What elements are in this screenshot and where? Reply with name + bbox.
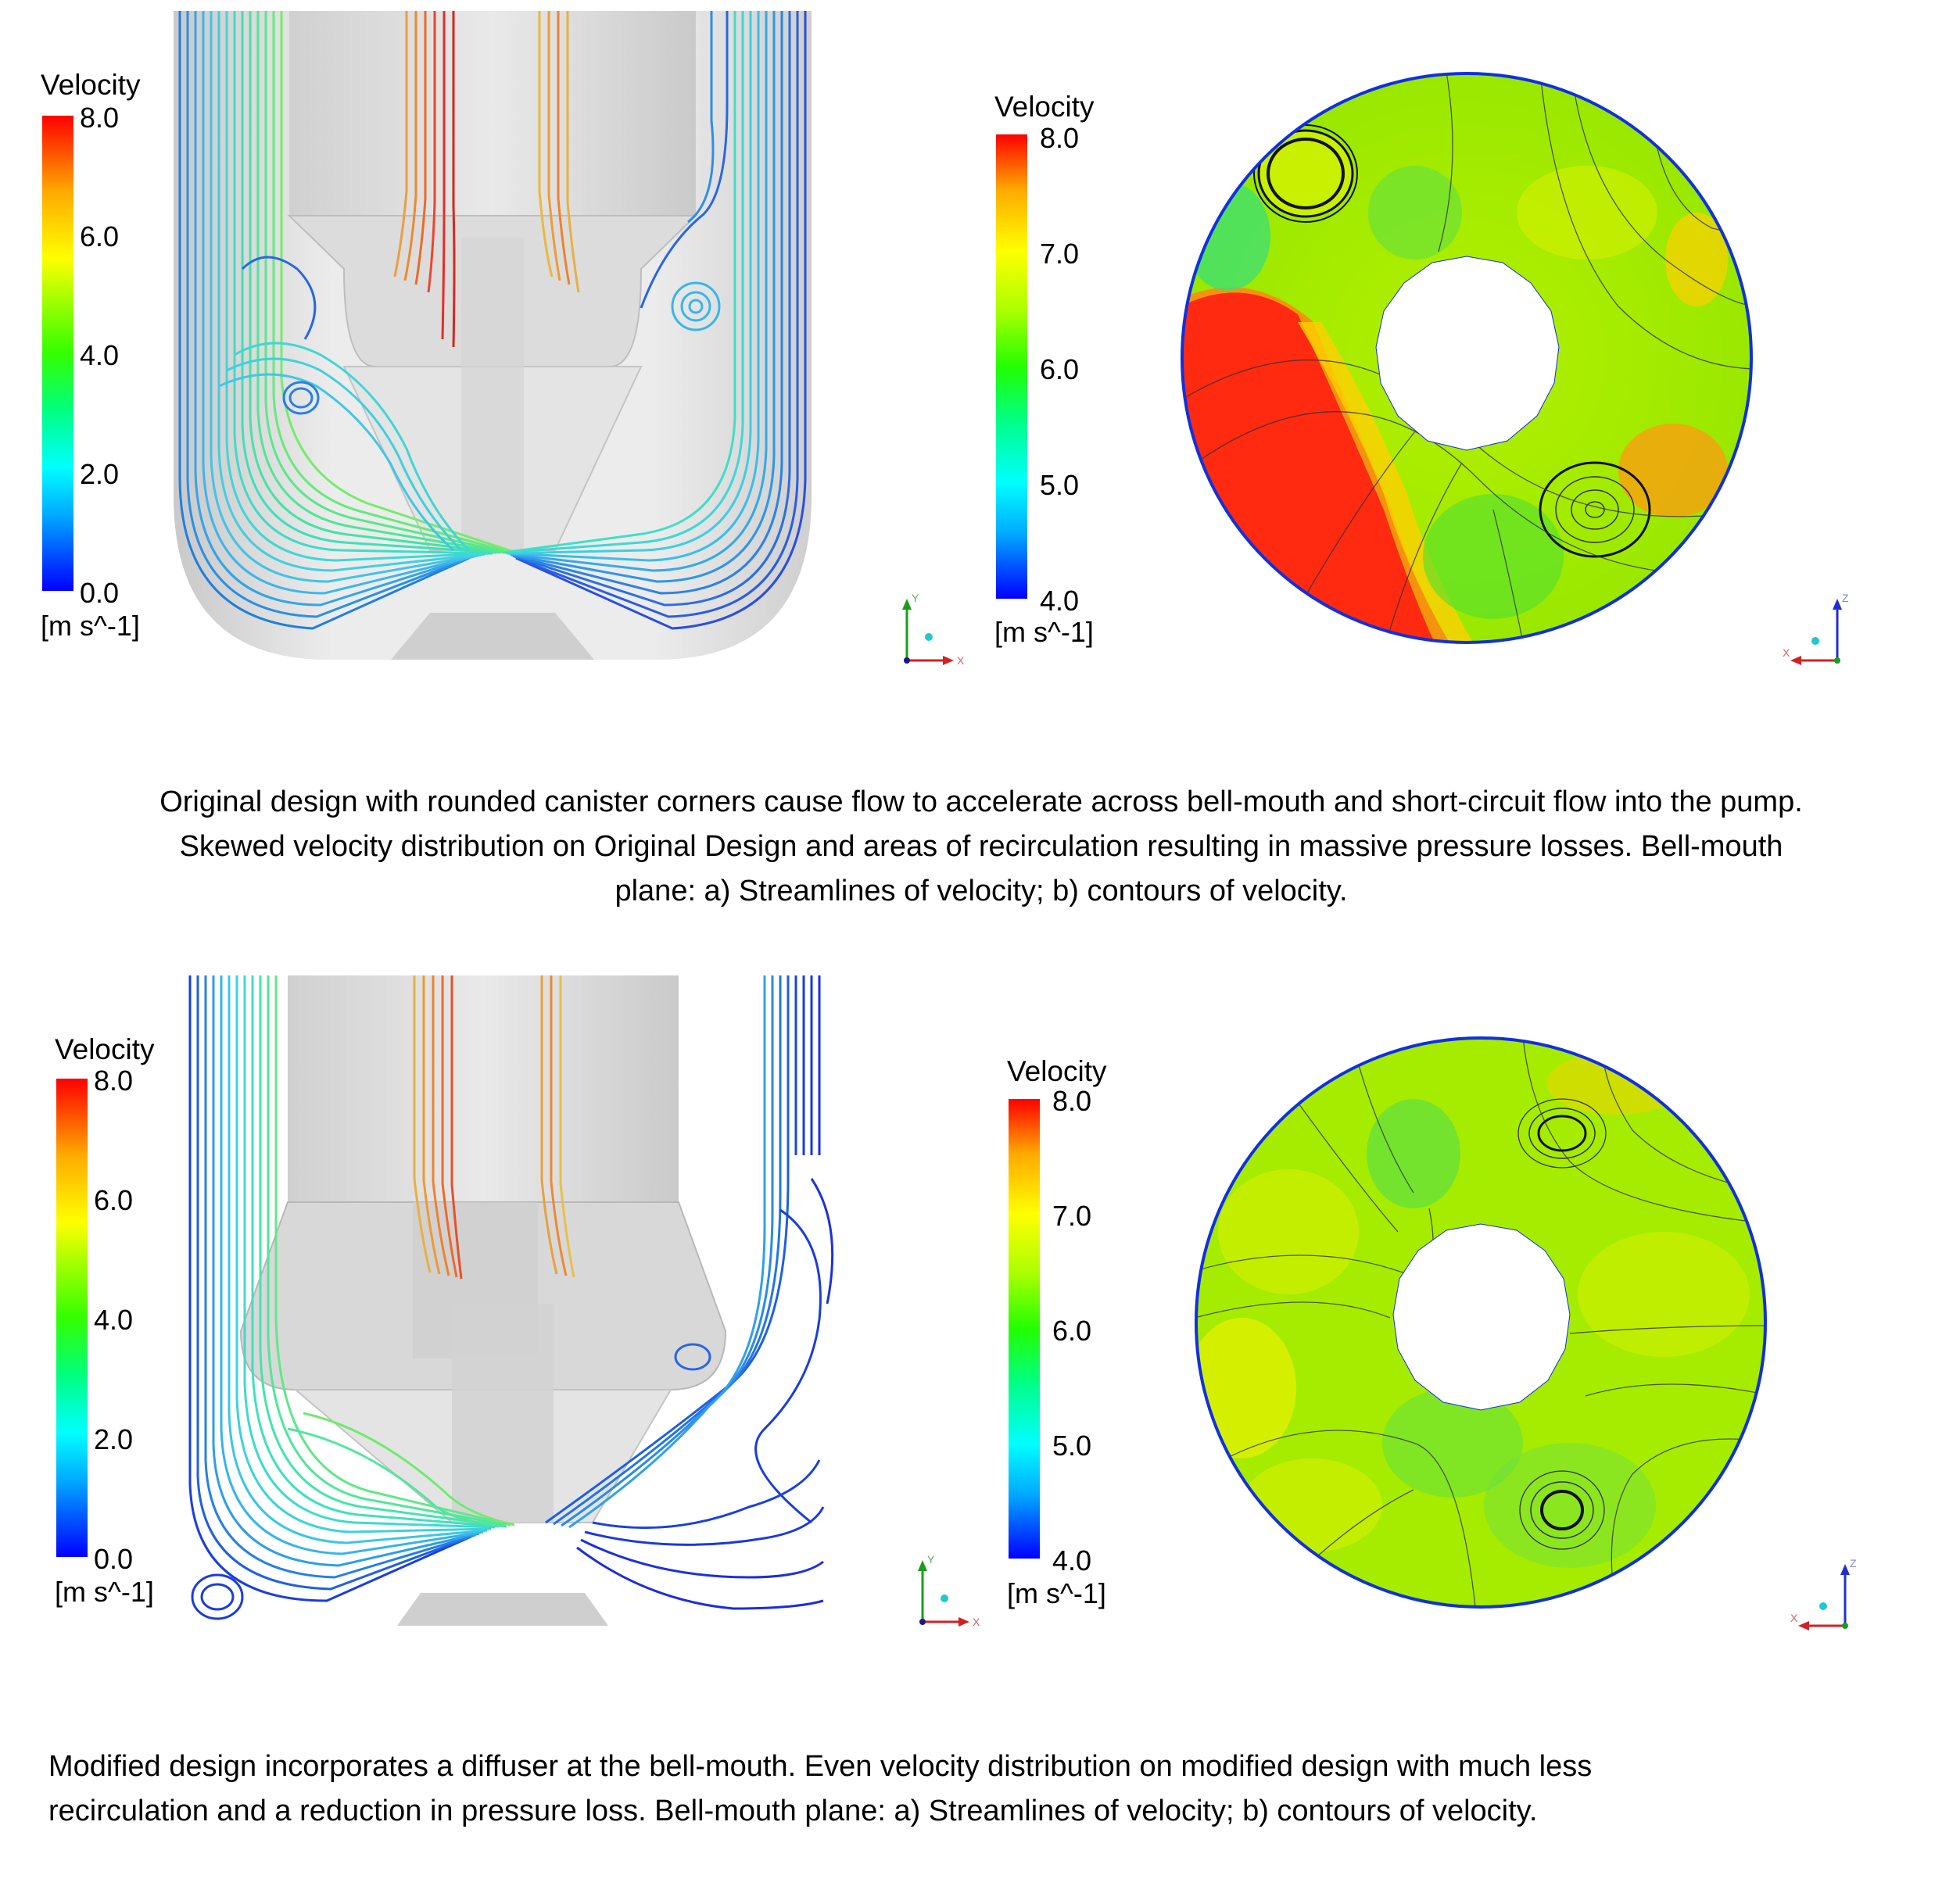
streamlines-left xyxy=(188,975,515,1602)
triad-y-label: Y xyxy=(912,592,919,604)
legend-tick: 5.0 xyxy=(1040,469,1080,501)
legend-tick: 8.0 xyxy=(1040,122,1080,154)
legend-colorbar xyxy=(42,116,73,591)
streamlines-center xyxy=(413,975,575,1280)
legend-title: Velocity xyxy=(41,69,141,101)
triad-x-label: X xyxy=(1790,1612,1798,1624)
top-caption: Original design with rounded canister co… xyxy=(31,780,1931,914)
pump-hub-hole xyxy=(1375,256,1560,451)
legend-unit: [m s^-1] xyxy=(55,1576,154,1608)
legend-tick: 4.0 xyxy=(94,1304,134,1336)
caption-line: plane: a) Streamlines of velocity; b) co… xyxy=(615,875,1348,907)
corner-vortex xyxy=(191,1343,711,1620)
caption-line: recirculation and a reduction in pressur… xyxy=(48,1795,1538,1827)
legend-tick: 2.0 xyxy=(80,458,120,490)
legend-tick: 0.0 xyxy=(80,577,120,609)
triad-z-label: Z xyxy=(1842,592,1849,604)
pump-column xyxy=(289,11,696,216)
legend-unit: [m s^-1] xyxy=(1007,1577,1106,1609)
axis-triad-xy: Y X xyxy=(902,592,965,667)
legend-tick: 0.0 xyxy=(94,1543,134,1575)
legend-tick: 4.0 xyxy=(80,339,120,371)
streamlines-center xyxy=(393,11,580,348)
legend-tick: 8.0 xyxy=(94,1065,134,1097)
bottom-caption: Modified design incorporates a diffuser … xyxy=(48,1745,1925,1834)
legend-unit: [m s^-1] xyxy=(41,610,140,642)
legend-tick: 8.0 xyxy=(1052,1085,1092,1117)
legend-colorbar xyxy=(1009,1099,1040,1559)
legend-tick: 4.0 xyxy=(1040,585,1080,617)
legend-colorbar xyxy=(56,1079,88,1557)
streamlines-left xyxy=(178,11,517,630)
legend-tick: 7.0 xyxy=(1040,238,1080,270)
legend-title: Velocity xyxy=(1007,1055,1107,1087)
legend-tick: 6.0 xyxy=(1052,1315,1092,1347)
legend-title: Velocity xyxy=(55,1033,155,1065)
triad-x-label: X xyxy=(973,1616,980,1628)
axis-triad-xy: Y X xyxy=(918,1553,980,1628)
triad-y-label: Y xyxy=(927,1553,935,1566)
legend-tick: 4.0 xyxy=(1052,1544,1092,1577)
legend-tick: 6.0 xyxy=(94,1184,134,1216)
legend-tick: 8.0 xyxy=(80,102,120,134)
surface-streamlines xyxy=(1196,1038,1765,1607)
caption-line: Skewed velocity distribution on Original… xyxy=(179,830,1783,863)
top-streamline-plot xyxy=(174,11,812,660)
streamlines-right xyxy=(503,11,807,630)
triad-x-label: X xyxy=(1783,646,1790,659)
caption-line: Original design with rounded canister co… xyxy=(159,786,1803,818)
legend-tick: 5.0 xyxy=(1052,1430,1092,1462)
bottom-contour-disc xyxy=(1195,1036,1767,1609)
pump-hub-hole xyxy=(1392,1223,1571,1411)
streamlines-right xyxy=(545,975,834,1610)
legend-unit: [m s^-1] xyxy=(994,616,1094,648)
legend-colorbar xyxy=(996,134,1027,599)
axis-triad-xz: Z X xyxy=(1790,1557,1857,1630)
legend-title: Velocity xyxy=(994,91,1095,123)
legend-tick: 2.0 xyxy=(94,1423,134,1455)
legend-tick: 7.0 xyxy=(1052,1200,1092,1232)
top-contour-disc xyxy=(1181,72,1753,644)
axis-triad-xz: Z X xyxy=(1783,592,1849,665)
triad-x-label: X xyxy=(957,654,965,667)
recirculation-vortices xyxy=(241,256,721,415)
caption-line: Modified design incorporates a diffuser … xyxy=(48,1750,1593,1783)
legend-tick: 6.0 xyxy=(1040,353,1080,385)
bottom-streamline-plot xyxy=(188,975,834,1626)
triad-z-label: Z xyxy=(1850,1557,1857,1569)
pump-column xyxy=(288,975,679,1202)
legend-tick: 6.0 xyxy=(80,220,120,252)
